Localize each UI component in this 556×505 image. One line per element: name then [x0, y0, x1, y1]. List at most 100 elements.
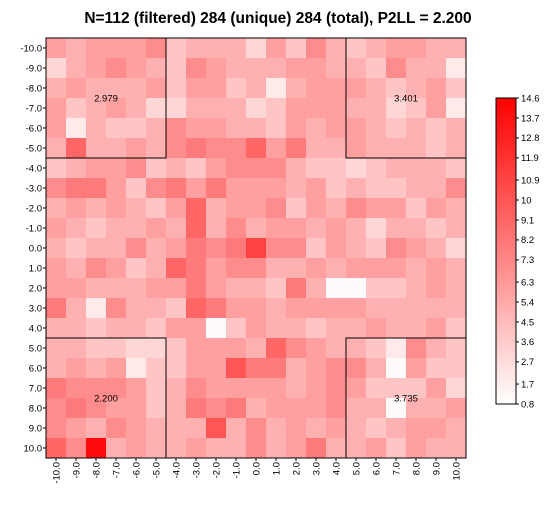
heatmap-cell	[446, 258, 467, 279]
heatmap-cell	[326, 338, 347, 359]
heatmap-cell	[46, 138, 67, 159]
heatmap-cell	[146, 398, 167, 419]
heatmap-cell	[46, 218, 67, 239]
heatmap-cell	[126, 158, 147, 179]
heatmap-cell	[346, 38, 367, 59]
heatmap-cell	[286, 298, 307, 319]
heatmap-cell	[186, 398, 207, 419]
heatmap-cell	[286, 418, 307, 439]
heatmap-cell	[146, 378, 167, 399]
heatmap-cell	[186, 438, 207, 459]
heatmap-cell	[446, 278, 467, 299]
heatmap-cell	[186, 258, 207, 279]
heatmap-cell	[186, 358, 207, 379]
heatmap-cell	[326, 378, 347, 399]
heatmap-cell	[386, 218, 407, 239]
heatmap-cell	[206, 418, 227, 439]
colorbar-tick-label: 3.6	[521, 337, 534, 348]
heatmap-cell	[306, 38, 327, 59]
heatmap-cell	[246, 298, 267, 319]
heatmap-cell	[106, 418, 127, 439]
y-tick-label: -1.0	[26, 223, 42, 234]
heatmap-cell	[426, 278, 447, 299]
heatmap-cell	[346, 278, 367, 299]
heatmap-cell	[326, 58, 347, 79]
heatmap-cell	[266, 438, 287, 459]
heatmap-cell	[226, 358, 247, 379]
heatmap-cell	[106, 358, 127, 379]
heatmap-cell	[166, 238, 187, 259]
heatmap-cell	[286, 218, 307, 239]
y-tick-label: 1.0	[29, 263, 42, 274]
heatmap-cell	[186, 178, 207, 199]
heatmap-cell	[346, 318, 367, 339]
heatmap-cell	[246, 318, 267, 339]
heatmap-cell	[146, 218, 167, 239]
heatmap-cell	[166, 78, 187, 99]
heatmap-cell	[86, 198, 107, 219]
heatmap-cell	[46, 78, 67, 99]
colorbar-tick-label: 10.9	[521, 175, 540, 186]
heatmap-cell	[66, 378, 87, 399]
heatmap-cell	[206, 138, 227, 159]
heatmap-cell	[366, 218, 387, 239]
heatmap-cell	[106, 398, 127, 419]
heatmap-cell	[446, 118, 467, 139]
heatmap-cell	[106, 258, 127, 279]
heatmap-cell	[286, 118, 307, 139]
heatmap-cell	[146, 118, 167, 139]
heatmap-cell	[46, 178, 67, 199]
heatmap-cell	[266, 338, 287, 359]
heatmap-cell	[106, 198, 127, 219]
heatmap-cell	[446, 218, 467, 239]
heatmap-cell	[286, 278, 307, 299]
heatmap-cell	[246, 358, 267, 379]
heatmap-cell	[146, 418, 167, 439]
heatmap-cell	[166, 358, 187, 379]
heatmap-cell	[126, 418, 147, 439]
y-tick-label: -5.0	[26, 143, 42, 154]
heatmap-cell	[206, 38, 227, 59]
heatmap-cell	[346, 158, 367, 179]
heatmap-cell	[86, 78, 107, 99]
heatmap-cell	[206, 378, 227, 399]
heatmap-cell	[106, 278, 127, 299]
heatmap-cell	[126, 378, 147, 399]
heatmap-cell	[406, 198, 427, 219]
heatmap-cell	[306, 158, 327, 179]
heatmap-cell	[66, 338, 87, 359]
heatmap-cell	[366, 338, 387, 359]
heatmap-cell	[446, 198, 467, 219]
heatmap-cell	[306, 398, 327, 419]
heatmap-cell	[406, 258, 427, 279]
heatmap-cell	[306, 78, 327, 99]
heatmap-cell	[366, 398, 387, 419]
heatmap-cell	[66, 438, 87, 459]
x-tick-label: -8.0	[92, 462, 103, 478]
heatmap-cell	[126, 318, 147, 339]
heatmap-cell	[446, 178, 467, 199]
heatmap-cell	[226, 158, 247, 179]
heatmap-cell	[66, 278, 87, 299]
heatmap-cell	[226, 138, 247, 159]
colorbar-tick-label: 12.8	[521, 133, 540, 144]
heatmap-cell	[386, 298, 407, 319]
heatmap-cell	[426, 78, 447, 99]
heatmap-cell	[446, 298, 467, 319]
heatmap-cell	[406, 398, 427, 419]
heatmap-cell	[426, 38, 447, 59]
x-tick-label: -3.0	[192, 462, 203, 478]
heatmap-cell	[286, 358, 307, 379]
x-tick-label: 3.0	[312, 462, 323, 475]
heatmap-cell	[406, 58, 427, 79]
heatmap-cell	[86, 378, 107, 399]
heatmap-cell	[226, 318, 247, 339]
heatmap-cell	[326, 178, 347, 199]
heatmap-cell	[126, 238, 147, 259]
heatmap-cell	[326, 198, 347, 219]
heatmap-cell	[46, 298, 67, 319]
heatmap-cell	[226, 198, 247, 219]
x-tick-label: 1.0	[272, 462, 283, 475]
heatmap-cell	[86, 278, 107, 299]
heatmap-cell	[166, 378, 187, 399]
